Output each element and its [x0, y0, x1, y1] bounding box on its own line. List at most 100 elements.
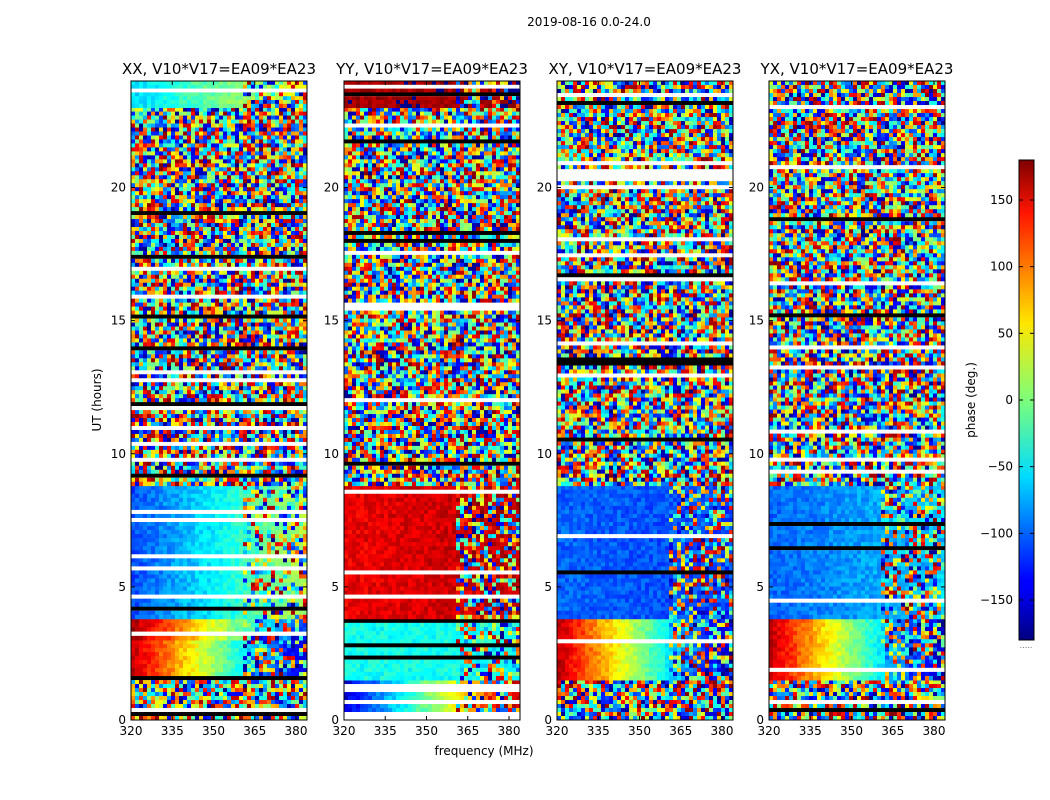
heatmap-cell	[243, 619, 247, 624]
heatmap-cell	[163, 183, 167, 187]
heatmap-cell	[227, 619, 231, 624]
heatmap-cell	[267, 319, 271, 323]
heatmap-cell	[155, 502, 159, 506]
heatmap-cell	[219, 538, 223, 542]
heatmap-cell	[167, 303, 171, 307]
heatmap-cell	[179, 187, 183, 191]
heatmap-cell	[231, 672, 235, 676]
heatmap-cell	[231, 583, 235, 587]
heatmap-cell	[243, 124, 247, 128]
heatmap-cell	[171, 199, 175, 203]
heatmap-cell	[203, 147, 207, 151]
heatmap-cell	[283, 116, 287, 120]
heatmap-cell	[199, 640, 203, 644]
heatmap-cell	[271, 263, 275, 267]
heatmap-cell	[299, 534, 303, 538]
heatmap-cell	[179, 382, 183, 386]
heatmap-cell	[175, 522, 179, 526]
heatmap-cell	[263, 259, 267, 263]
heatmap-cell	[155, 382, 159, 386]
heatmap-cell	[263, 163, 267, 167]
heatmap-cell	[159, 187, 163, 191]
heatmap-cell	[239, 179, 243, 183]
heatmap-cell	[171, 627, 175, 632]
heatmap-cell	[247, 374, 251, 378]
heatmap-cell	[235, 382, 239, 386]
heatmap-cell	[147, 558, 151, 562]
heatmap-cell	[255, 627, 259, 632]
heatmap-cell	[143, 299, 147, 303]
heatmap-cell	[151, 486, 155, 490]
heatmap-cell	[171, 354, 175, 358]
heatmap-cell	[275, 494, 279, 498]
heatmap-cell	[275, 578, 279, 582]
heatmap-cell	[247, 530, 251, 534]
heatmap-cell	[219, 303, 223, 307]
heatmap-cell	[163, 522, 167, 526]
heatmap-cell	[291, 558, 295, 562]
heatmap-cell	[287, 283, 291, 287]
heatmap-cell	[199, 502, 203, 506]
heatmap-cell	[223, 120, 227, 124]
heatmap-cell	[199, 486, 203, 490]
heatmap-cell	[251, 644, 255, 648]
heatmap-cell	[147, 263, 151, 267]
heatmap-cell	[207, 648, 211, 652]
heatmap-cell	[175, 688, 179, 692]
heatmap-cell	[291, 334, 295, 338]
heatmap-cell	[151, 362, 155, 366]
heatmap-cell	[159, 362, 163, 366]
heatmap-xx	[131, 81, 307, 720]
heatmap-cell	[171, 167, 175, 171]
heatmap-cell	[207, 299, 211, 303]
heatmap-cell	[163, 578, 167, 582]
heatmap-cell	[219, 542, 223, 546]
heatmap-cell	[267, 303, 271, 307]
heatmap-cell	[215, 350, 219, 354]
heatmap-cell	[207, 151, 211, 155]
heatmap-cell	[231, 542, 235, 546]
heatmap-cell	[183, 330, 187, 334]
heatmap-cell	[135, 558, 139, 562]
heatmap-cell	[195, 223, 199, 227]
heatmap-cell	[287, 591, 291, 595]
heatmap-cell	[203, 603, 207, 607]
heatmap-cell	[295, 562, 299, 566]
heatmap-cell	[275, 394, 279, 398]
heatmap-cell	[231, 700, 235, 704]
heatmap-cell	[271, 227, 275, 231]
heatmap-cell	[259, 243, 263, 247]
heatmap-cell	[295, 195, 299, 199]
heatmap-cell	[147, 227, 151, 231]
heatmap-cell	[179, 362, 183, 366]
heatmap-cell	[199, 374, 203, 378]
heatmap-cell	[275, 640, 279, 644]
heatmap-cell	[219, 354, 223, 358]
heatmap-cell	[215, 247, 219, 251]
heatmap-cell	[183, 623, 187, 628]
heatmap-cell	[155, 648, 159, 652]
heatmap-cell	[231, 171, 235, 175]
heatmap-cell	[167, 283, 171, 287]
heatmap-cell	[271, 704, 275, 708]
heatmap-cell	[219, 263, 223, 267]
heatmap-cell	[195, 108, 199, 112]
heatmap-cell	[187, 155, 191, 159]
heatmap-cell	[255, 546, 259, 550]
heatmap-cell	[135, 299, 139, 303]
heatmap-cell	[207, 259, 211, 263]
heatmap-cell	[199, 319, 203, 323]
heatmap-cell	[155, 591, 159, 595]
heatmap-cell	[131, 235, 135, 239]
heatmap-cell	[167, 263, 171, 267]
heatmap-cell	[223, 652, 227, 656]
heatmap-cell	[231, 530, 235, 534]
heatmap-cell	[175, 668, 179, 672]
heatmap-cell	[195, 124, 199, 128]
heatmap-cell	[267, 159, 271, 163]
heatmap-cell	[239, 550, 243, 554]
heatmap-cell	[295, 223, 299, 227]
heatmap-cell	[291, 362, 295, 366]
heatmap-cell	[299, 243, 303, 247]
heatmap-cell	[275, 171, 279, 175]
